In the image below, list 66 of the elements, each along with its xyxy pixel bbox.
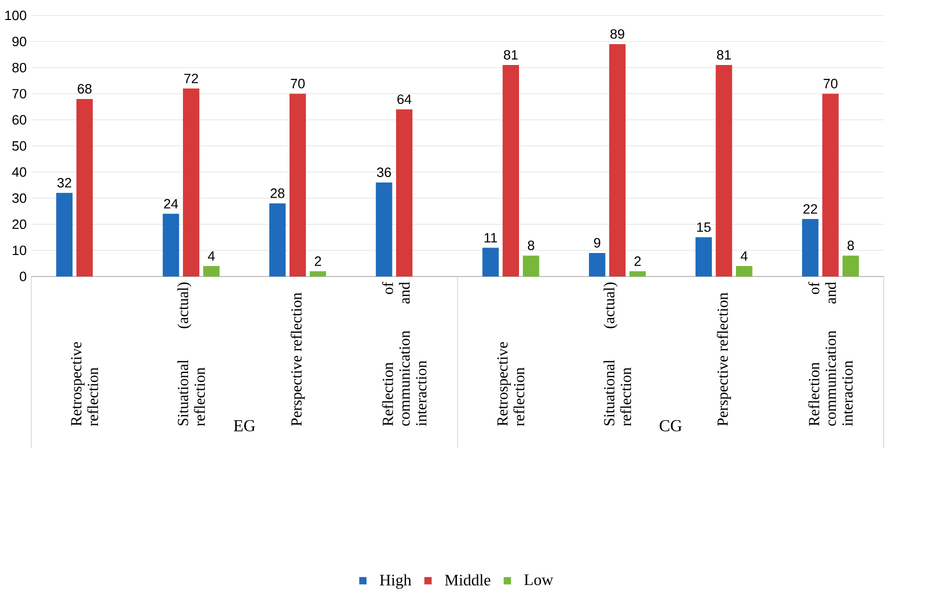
data-label: 15 <box>697 222 711 232</box>
bar <box>629 271 646 276</box>
bar <box>482 248 499 276</box>
y-tick-label: 90 <box>12 36 26 46</box>
data-label: 64 <box>397 94 412 104</box>
bar <box>736 266 752 276</box>
y-tick-label: 40 <box>12 167 26 177</box>
data-label: 22 <box>803 204 818 214</box>
y-tick-label: 0 <box>20 271 26 282</box>
x-tick-label: Retrospective reflection <box>71 342 98 426</box>
data-label: 4 <box>740 251 748 260</box>
data-label: 2 <box>634 256 641 266</box>
bar <box>203 266 220 276</box>
x-tick-label: Retrospective reflection <box>497 342 524 426</box>
y-tick-label: 50 <box>12 140 26 151</box>
text: EG <box>234 420 256 432</box>
bar <box>842 255 859 276</box>
y-tick-label: 100 <box>5 10 26 20</box>
bar <box>56 192 73 276</box>
bar <box>588 252 606 276</box>
x-tick-label: Situational (actual) reflection <box>177 282 205 426</box>
bar <box>502 64 520 276</box>
data-label: 72 <box>184 74 198 83</box>
data-label: 2 <box>314 256 321 266</box>
text: CG <box>660 420 682 432</box>
bar <box>182 88 200 276</box>
bar <box>522 255 540 276</box>
data-label: 11 <box>484 232 497 242</box>
data-label: 9 <box>594 238 600 248</box>
data-label: 36 <box>377 167 391 177</box>
data-label: 28 <box>270 188 284 198</box>
y-tick-label: 70 <box>12 88 26 98</box>
data-label: 4 <box>208 251 215 260</box>
bar <box>396 109 412 276</box>
data-label: 81 <box>717 50 731 60</box>
data-label: 8 <box>848 240 854 250</box>
bar <box>376 182 392 276</box>
y-tick-label: 10 <box>12 245 26 255</box>
legend-label: Middle <box>444 574 490 586</box>
data-label: 89 <box>610 29 624 39</box>
bar <box>290 94 306 276</box>
data-label: 8 <box>528 240 534 250</box>
bar <box>76 98 93 276</box>
bar <box>696 237 712 276</box>
bar <box>802 218 818 276</box>
x-tick-label: Perspective reflection <box>716 292 731 426</box>
y-tick-label: 30 <box>12 193 26 203</box>
legend-label: High <box>380 574 412 589</box>
data-label: 81 <box>504 50 518 60</box>
data-label: 24 <box>164 198 178 208</box>
y-tick-label: 20 <box>12 219 26 229</box>
bar <box>822 94 839 276</box>
y-tick-label: 80 <box>12 62 26 72</box>
data-label: 32 <box>57 178 72 188</box>
bar <box>609 44 626 276</box>
bar <box>716 64 732 276</box>
x-tick-label: Perspective reflection <box>290 292 305 426</box>
data-label: 70 <box>290 78 305 88</box>
bar <box>162 214 180 276</box>
legend-label: Low <box>524 574 554 585</box>
bar <box>310 271 326 276</box>
x-tick-label: Situational (actual) reflection <box>604 282 632 426</box>
data-label: 68 <box>78 84 92 94</box>
bar <box>269 203 286 276</box>
y-tick-label: 60 <box>12 114 26 124</box>
data-label: 70 <box>824 78 838 88</box>
